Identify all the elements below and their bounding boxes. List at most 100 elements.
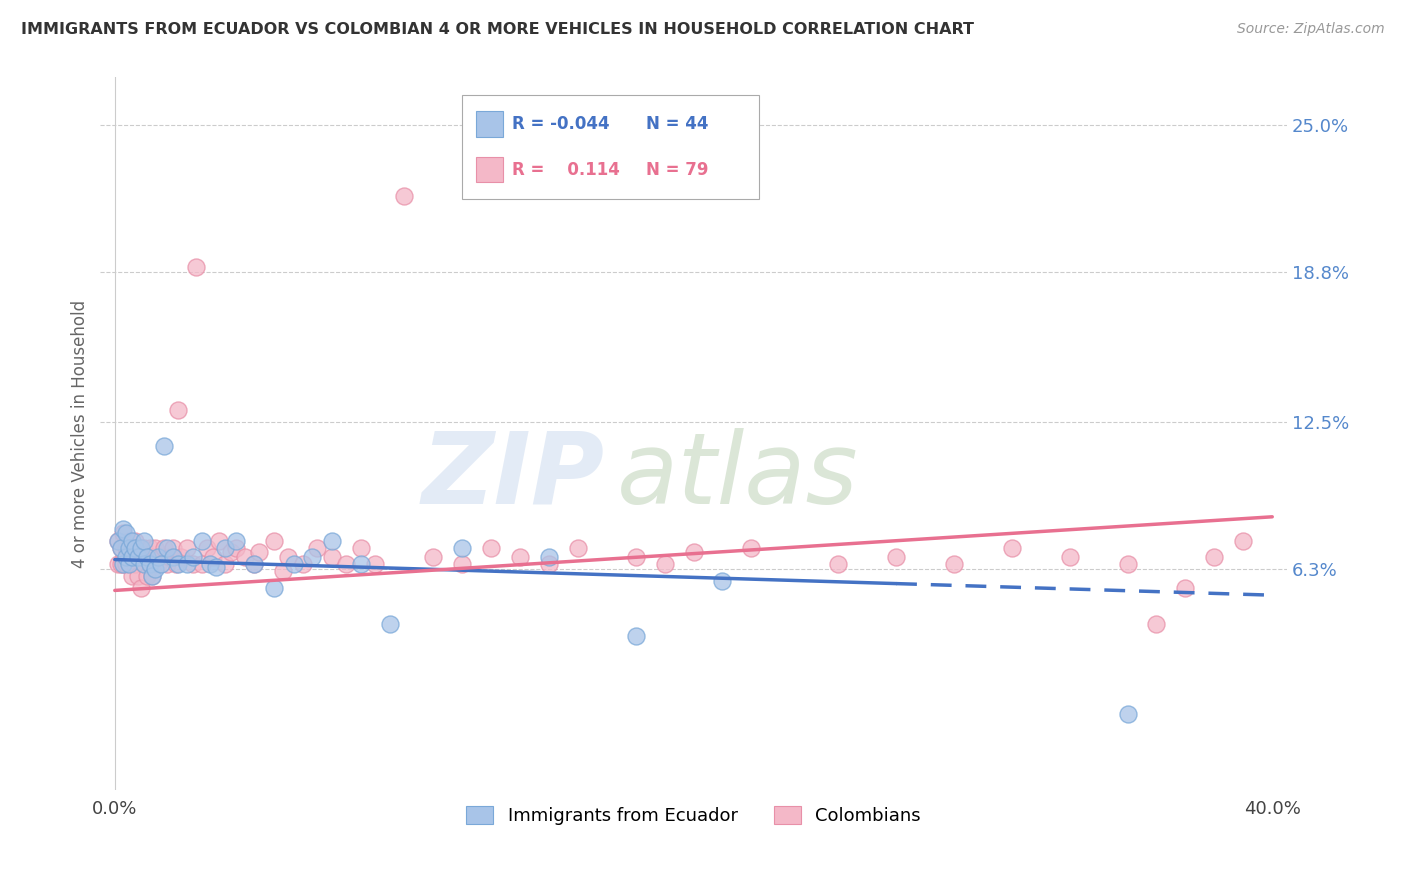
- Point: [624, 628, 647, 642]
- Point: [115, 550, 138, 565]
- Point: [654, 558, 676, 572]
- Point: [141, 569, 163, 583]
- Point: [141, 569, 163, 583]
- Point: [225, 541, 247, 555]
- Point: [135, 550, 157, 565]
- Point: [263, 533, 285, 548]
- Point: [112, 526, 135, 541]
- Point: [219, 545, 242, 559]
- Point: [624, 550, 647, 565]
- Point: [167, 558, 190, 572]
- Point: [200, 558, 222, 572]
- Point: [115, 541, 138, 555]
- Text: atlas: atlas: [616, 428, 858, 524]
- Point: [1146, 616, 1168, 631]
- Point: [1001, 541, 1024, 555]
- Point: [107, 533, 129, 548]
- Point: [129, 541, 152, 555]
- Point: [129, 581, 152, 595]
- Point: [121, 541, 143, 555]
- Point: [148, 558, 170, 572]
- Point: [141, 550, 163, 565]
- Point: [129, 550, 152, 565]
- Point: [740, 541, 762, 555]
- Point: [176, 541, 198, 555]
- Point: [121, 533, 143, 548]
- Point: [162, 541, 184, 555]
- Point: [277, 550, 299, 565]
- Point: [150, 558, 173, 572]
- Point: [711, 574, 734, 588]
- Point: [124, 533, 146, 548]
- Point: [307, 541, 329, 555]
- Point: [135, 569, 157, 583]
- Point: [138, 558, 160, 572]
- Text: N = 79: N = 79: [647, 161, 709, 178]
- Point: [249, 545, 271, 559]
- Point: [350, 558, 373, 572]
- Point: [537, 558, 560, 572]
- Bar: [477, 157, 502, 183]
- Text: ZIP: ZIP: [422, 428, 605, 524]
- Point: [208, 533, 231, 548]
- Point: [1174, 581, 1197, 595]
- Point: [682, 545, 704, 559]
- Point: [321, 550, 343, 565]
- Point: [392, 189, 415, 203]
- Point: [112, 558, 135, 572]
- Point: [132, 558, 155, 572]
- Point: [1232, 533, 1254, 548]
- Point: [364, 558, 387, 572]
- Point: [176, 558, 198, 572]
- Point: [127, 541, 149, 555]
- Point: [110, 541, 132, 555]
- Point: [827, 558, 849, 572]
- Point: [350, 541, 373, 555]
- Text: Source: ZipAtlas.com: Source: ZipAtlas.com: [1237, 22, 1385, 37]
- Point: [205, 559, 228, 574]
- Point: [118, 541, 141, 555]
- Point: [321, 533, 343, 548]
- Point: [537, 550, 560, 565]
- Point: [143, 562, 166, 576]
- Point: [225, 533, 247, 548]
- Text: N = 44: N = 44: [647, 115, 709, 133]
- Point: [190, 558, 212, 572]
- Point: [143, 541, 166, 555]
- Point: [112, 522, 135, 536]
- Point: [567, 541, 589, 555]
- Point: [422, 550, 444, 565]
- Point: [121, 569, 143, 583]
- Point: [942, 558, 965, 572]
- Point: [150, 550, 173, 565]
- Point: [135, 550, 157, 565]
- Point: [156, 541, 179, 555]
- Point: [197, 541, 219, 555]
- Point: [181, 550, 204, 565]
- Point: [138, 558, 160, 572]
- Point: [153, 541, 176, 555]
- Point: [884, 550, 907, 565]
- Point: [202, 550, 225, 565]
- Bar: [477, 112, 502, 137]
- Point: [1116, 558, 1139, 572]
- Point: [242, 558, 264, 572]
- Point: [1116, 706, 1139, 721]
- Point: [115, 558, 138, 572]
- Text: R =    0.114: R = 0.114: [512, 161, 620, 178]
- Point: [181, 558, 204, 572]
- Point: [138, 541, 160, 555]
- Point: [153, 438, 176, 452]
- Point: [283, 558, 305, 572]
- Point: [132, 558, 155, 572]
- Point: [451, 558, 474, 572]
- Point: [479, 541, 502, 555]
- Point: [124, 541, 146, 555]
- Point: [190, 533, 212, 548]
- Point: [107, 533, 129, 548]
- Point: [159, 550, 181, 565]
- Point: [301, 550, 323, 565]
- Point: [110, 541, 132, 555]
- Point: [509, 550, 531, 565]
- Point: [271, 565, 294, 579]
